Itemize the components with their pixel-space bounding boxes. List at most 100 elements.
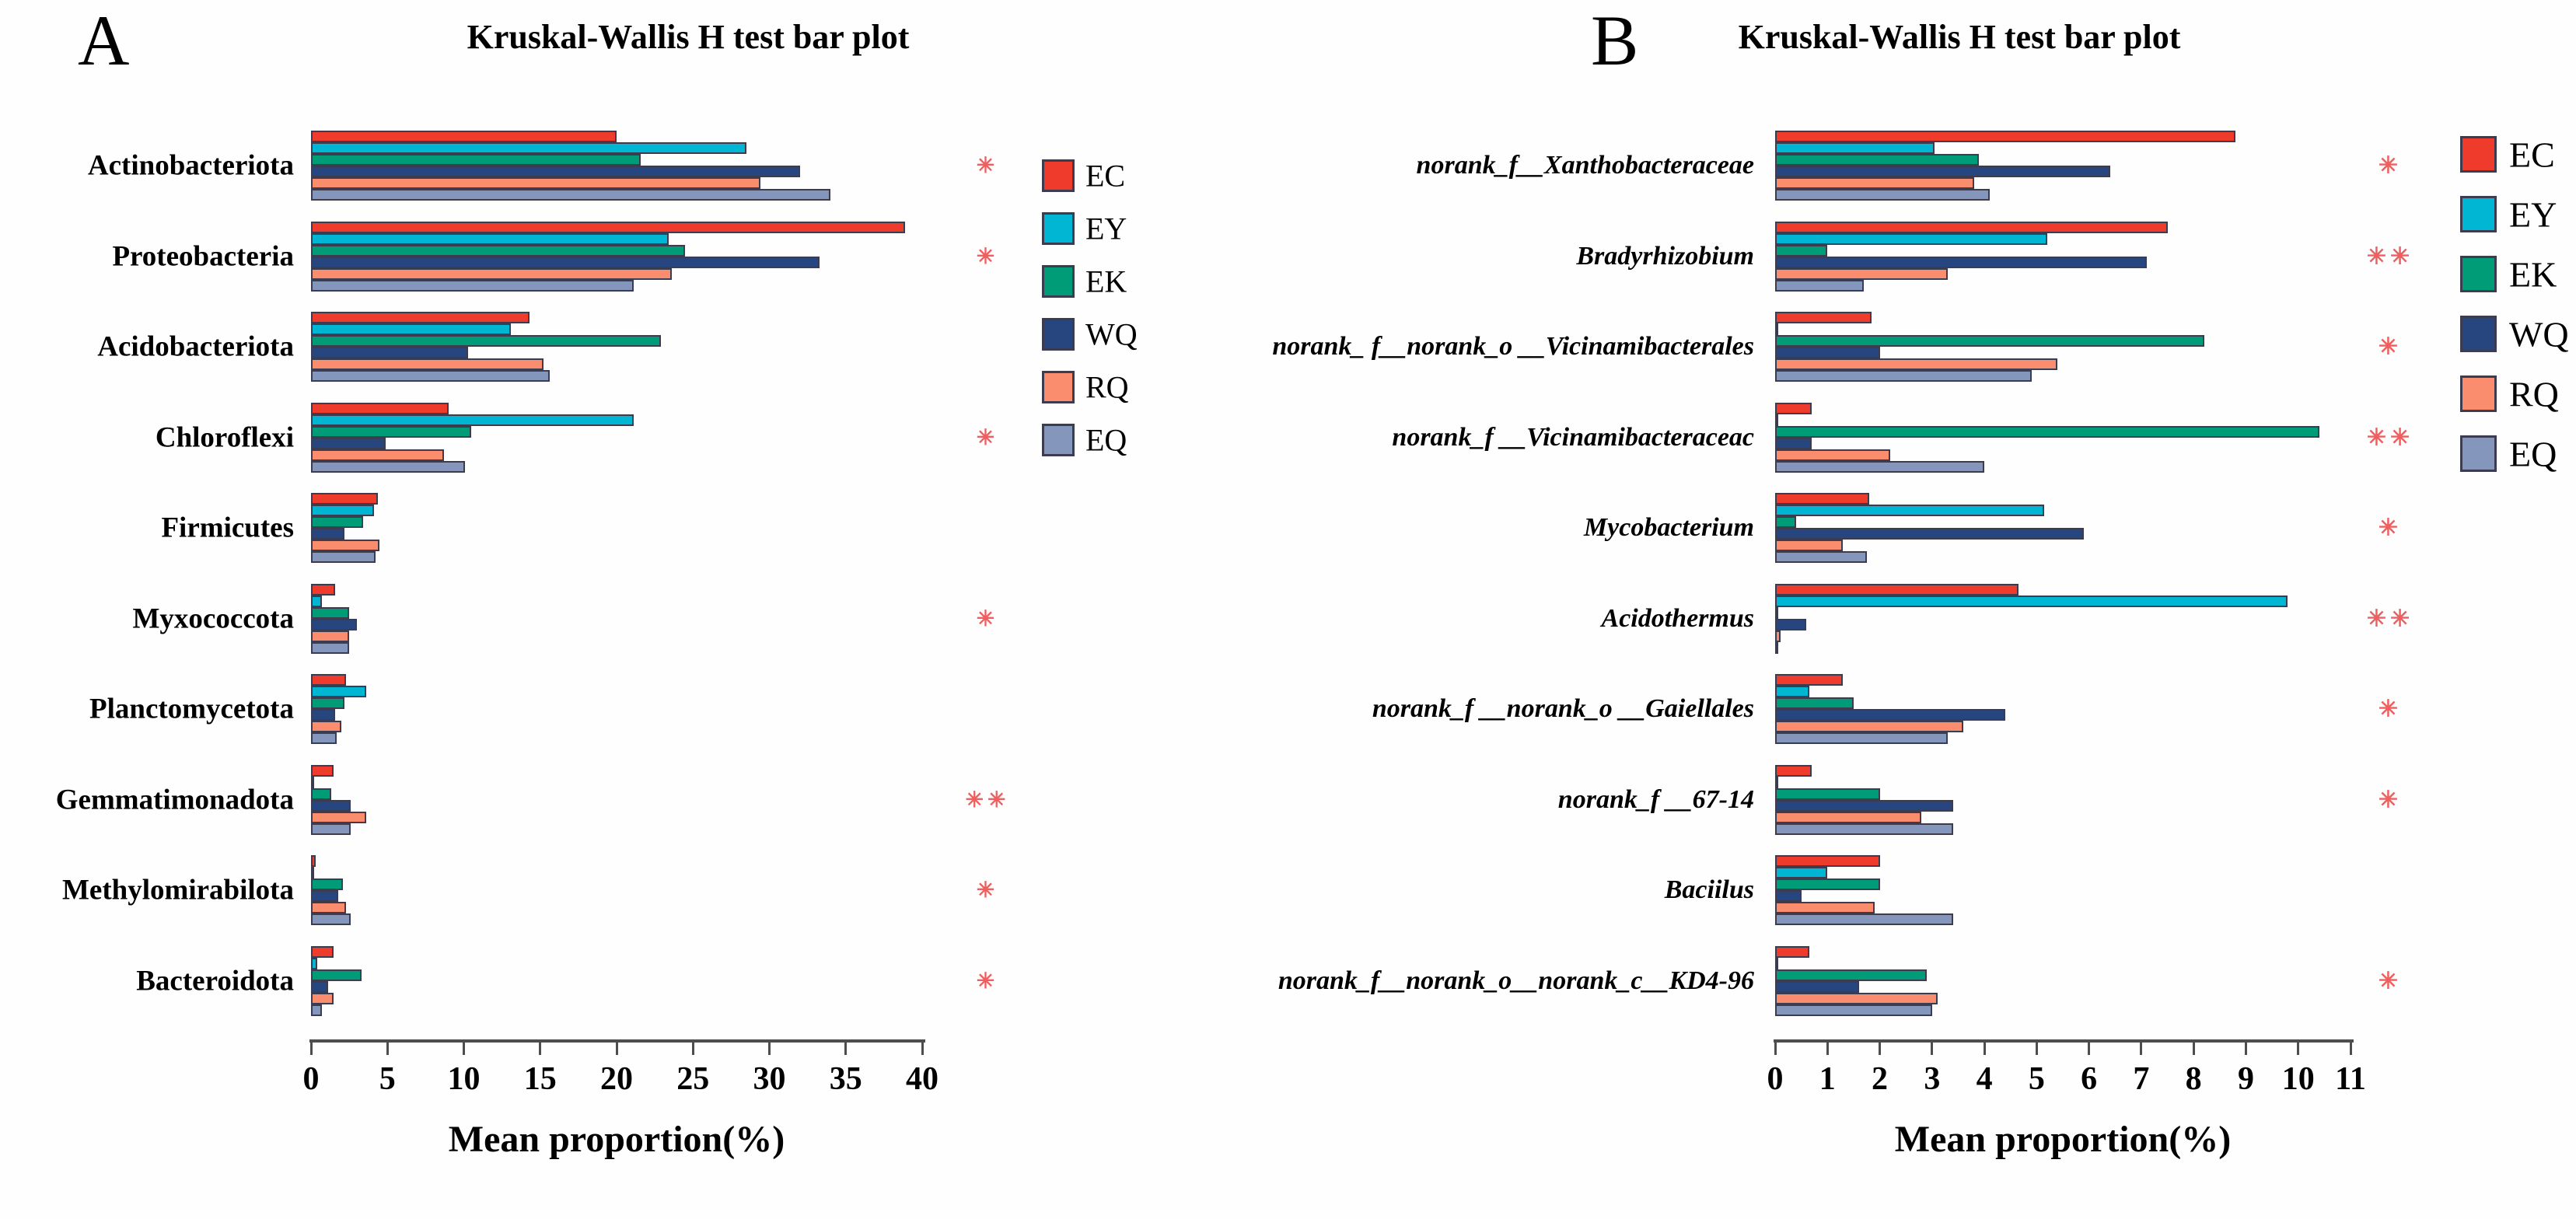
x-axis-tick-label: 0 xyxy=(302,1061,320,1097)
bar-EC xyxy=(1775,221,2168,233)
bar-EK xyxy=(1775,425,2319,438)
bar-EY xyxy=(1775,957,1778,969)
bar-EC xyxy=(1775,945,1809,958)
category-label: Chloroflexi xyxy=(155,421,294,453)
panel-a-title: Kruskal-Wallis H test bar plot xyxy=(467,18,910,56)
bar-EY xyxy=(1775,686,1809,697)
x-axis-tick-label: 35 xyxy=(829,1061,862,1097)
bar-EK xyxy=(1775,154,1980,166)
x-axis-tick-label: 8 xyxy=(2185,1061,2202,1097)
significance-marks: ✳✳ xyxy=(2366,243,2414,269)
bar-EK xyxy=(311,244,686,257)
bar-EQ xyxy=(1775,189,1990,201)
legend-label-EQ: EQ xyxy=(2509,434,2557,473)
bar-WQ xyxy=(1775,528,2084,540)
bar-WQ xyxy=(1775,799,1953,812)
significance-marks: ✳✳ xyxy=(2366,606,2414,631)
x-axis-tick-label: 25 xyxy=(676,1061,710,1097)
legend-label-EC: EC xyxy=(2509,134,2555,174)
bar-EY xyxy=(1775,323,1778,335)
panel-b-xaxis-label: Mean proportion(%) xyxy=(1894,1119,2232,1160)
bar-EK xyxy=(1775,335,2204,347)
x-axis-tick xyxy=(1826,1043,1829,1055)
bar-EK xyxy=(311,516,363,528)
bar-RQ xyxy=(311,267,672,280)
bar-EY xyxy=(311,867,314,878)
x-axis-tick-label: 11 xyxy=(2335,1061,2366,1097)
bar-EQ xyxy=(1775,460,1985,473)
x-axis-tick xyxy=(1774,1043,1777,1055)
bar-EC xyxy=(1775,855,1880,867)
category-label: norank_f __norank_o __Gaiellales xyxy=(1372,694,1754,723)
category-label: Bacteroidota xyxy=(136,965,294,997)
bar-WQ xyxy=(1775,709,2005,721)
legend-swatch-EQ xyxy=(2460,435,2497,472)
category-label: Proteobacteria xyxy=(112,240,294,272)
category-label: Gemmatimonadota xyxy=(55,784,294,816)
category-label: Bradyrhizobium xyxy=(1576,241,1754,271)
bar-RQ xyxy=(1775,540,1844,551)
bar-EQ xyxy=(311,913,351,925)
bar-EY xyxy=(1775,414,1778,426)
x-axis-tick xyxy=(1931,1043,1934,1055)
category-label: Actinobacteriota xyxy=(87,149,294,182)
bar-WQ xyxy=(1775,166,2110,177)
x-axis-tick-label: 15 xyxy=(523,1061,557,1097)
significance-marks: ✳ xyxy=(976,878,999,903)
significance-marks: ✳ xyxy=(976,969,999,994)
x-axis-tick-label: 3 xyxy=(1924,1061,1941,1097)
x-axis-tick-label: 10 xyxy=(2281,1061,2315,1097)
bar-WQ xyxy=(311,528,345,540)
bar-EK xyxy=(311,788,331,800)
legend-swatch-EK xyxy=(2460,256,2497,292)
bar-EY xyxy=(311,595,322,607)
bar-EC xyxy=(311,312,530,323)
bar-EC xyxy=(311,583,336,596)
legend-label-EY: EY xyxy=(1085,211,1127,246)
bar-EK xyxy=(311,878,344,890)
category-label: Methylomirabilota xyxy=(61,874,294,906)
bar-EC xyxy=(1775,131,2235,142)
category-label: Planctomycetota xyxy=(89,693,294,725)
x-axis-tick-label: 6 xyxy=(2081,1061,2098,1097)
legend-label-RQ: RQ xyxy=(1085,369,1129,405)
bar-EQ xyxy=(1775,1004,1932,1016)
bar-EK xyxy=(1775,878,1880,890)
panel-b-title: Kruskal-Wallis H test bar plot xyxy=(1738,18,2181,56)
bar-RQ xyxy=(1775,177,1974,189)
bar-EK xyxy=(1775,697,1854,709)
bar-EQ xyxy=(311,370,550,382)
significance-marks: ✳ xyxy=(976,606,999,631)
bar-EQ xyxy=(1775,551,1867,563)
bar-RQ xyxy=(311,902,347,913)
bar-WQ xyxy=(311,618,357,630)
significance-marks: ✳✳ xyxy=(965,788,1010,812)
bar-EY xyxy=(1775,505,2045,516)
bar-WQ xyxy=(311,709,336,721)
bar-RQ xyxy=(1775,721,1964,732)
significance-marks: ✳ xyxy=(2378,334,2403,360)
bar-EC xyxy=(1775,493,1870,505)
category-label: norank_f__Xanthobacteraceae xyxy=(1416,151,1754,180)
x-axis-tick-label: 7 xyxy=(2133,1061,2150,1097)
category-label: norank_f __Vicinamibacteraceac xyxy=(1392,422,1754,452)
bar-EY xyxy=(311,232,669,245)
bar-RQ xyxy=(311,358,544,370)
bar-EC xyxy=(311,131,617,142)
bar-RQ xyxy=(1775,449,1890,461)
bar-WQ xyxy=(311,799,351,812)
bar-EQ xyxy=(311,460,466,473)
category-label: Firmicutes xyxy=(161,512,294,544)
bar-EC xyxy=(1775,312,1872,323)
bar-WQ xyxy=(1775,980,1859,993)
x-axis-tick xyxy=(2244,1043,2247,1055)
x-axis-tick xyxy=(2140,1043,2143,1055)
legend-swatch-EC xyxy=(1042,159,1075,192)
x-axis-tick xyxy=(2035,1043,2038,1055)
bar-EK xyxy=(311,969,362,981)
bar-EY xyxy=(311,505,374,516)
x-axis-tick xyxy=(539,1043,542,1055)
bar-RQ xyxy=(1775,811,1922,823)
panel-b-letter: B xyxy=(1591,1,1639,80)
